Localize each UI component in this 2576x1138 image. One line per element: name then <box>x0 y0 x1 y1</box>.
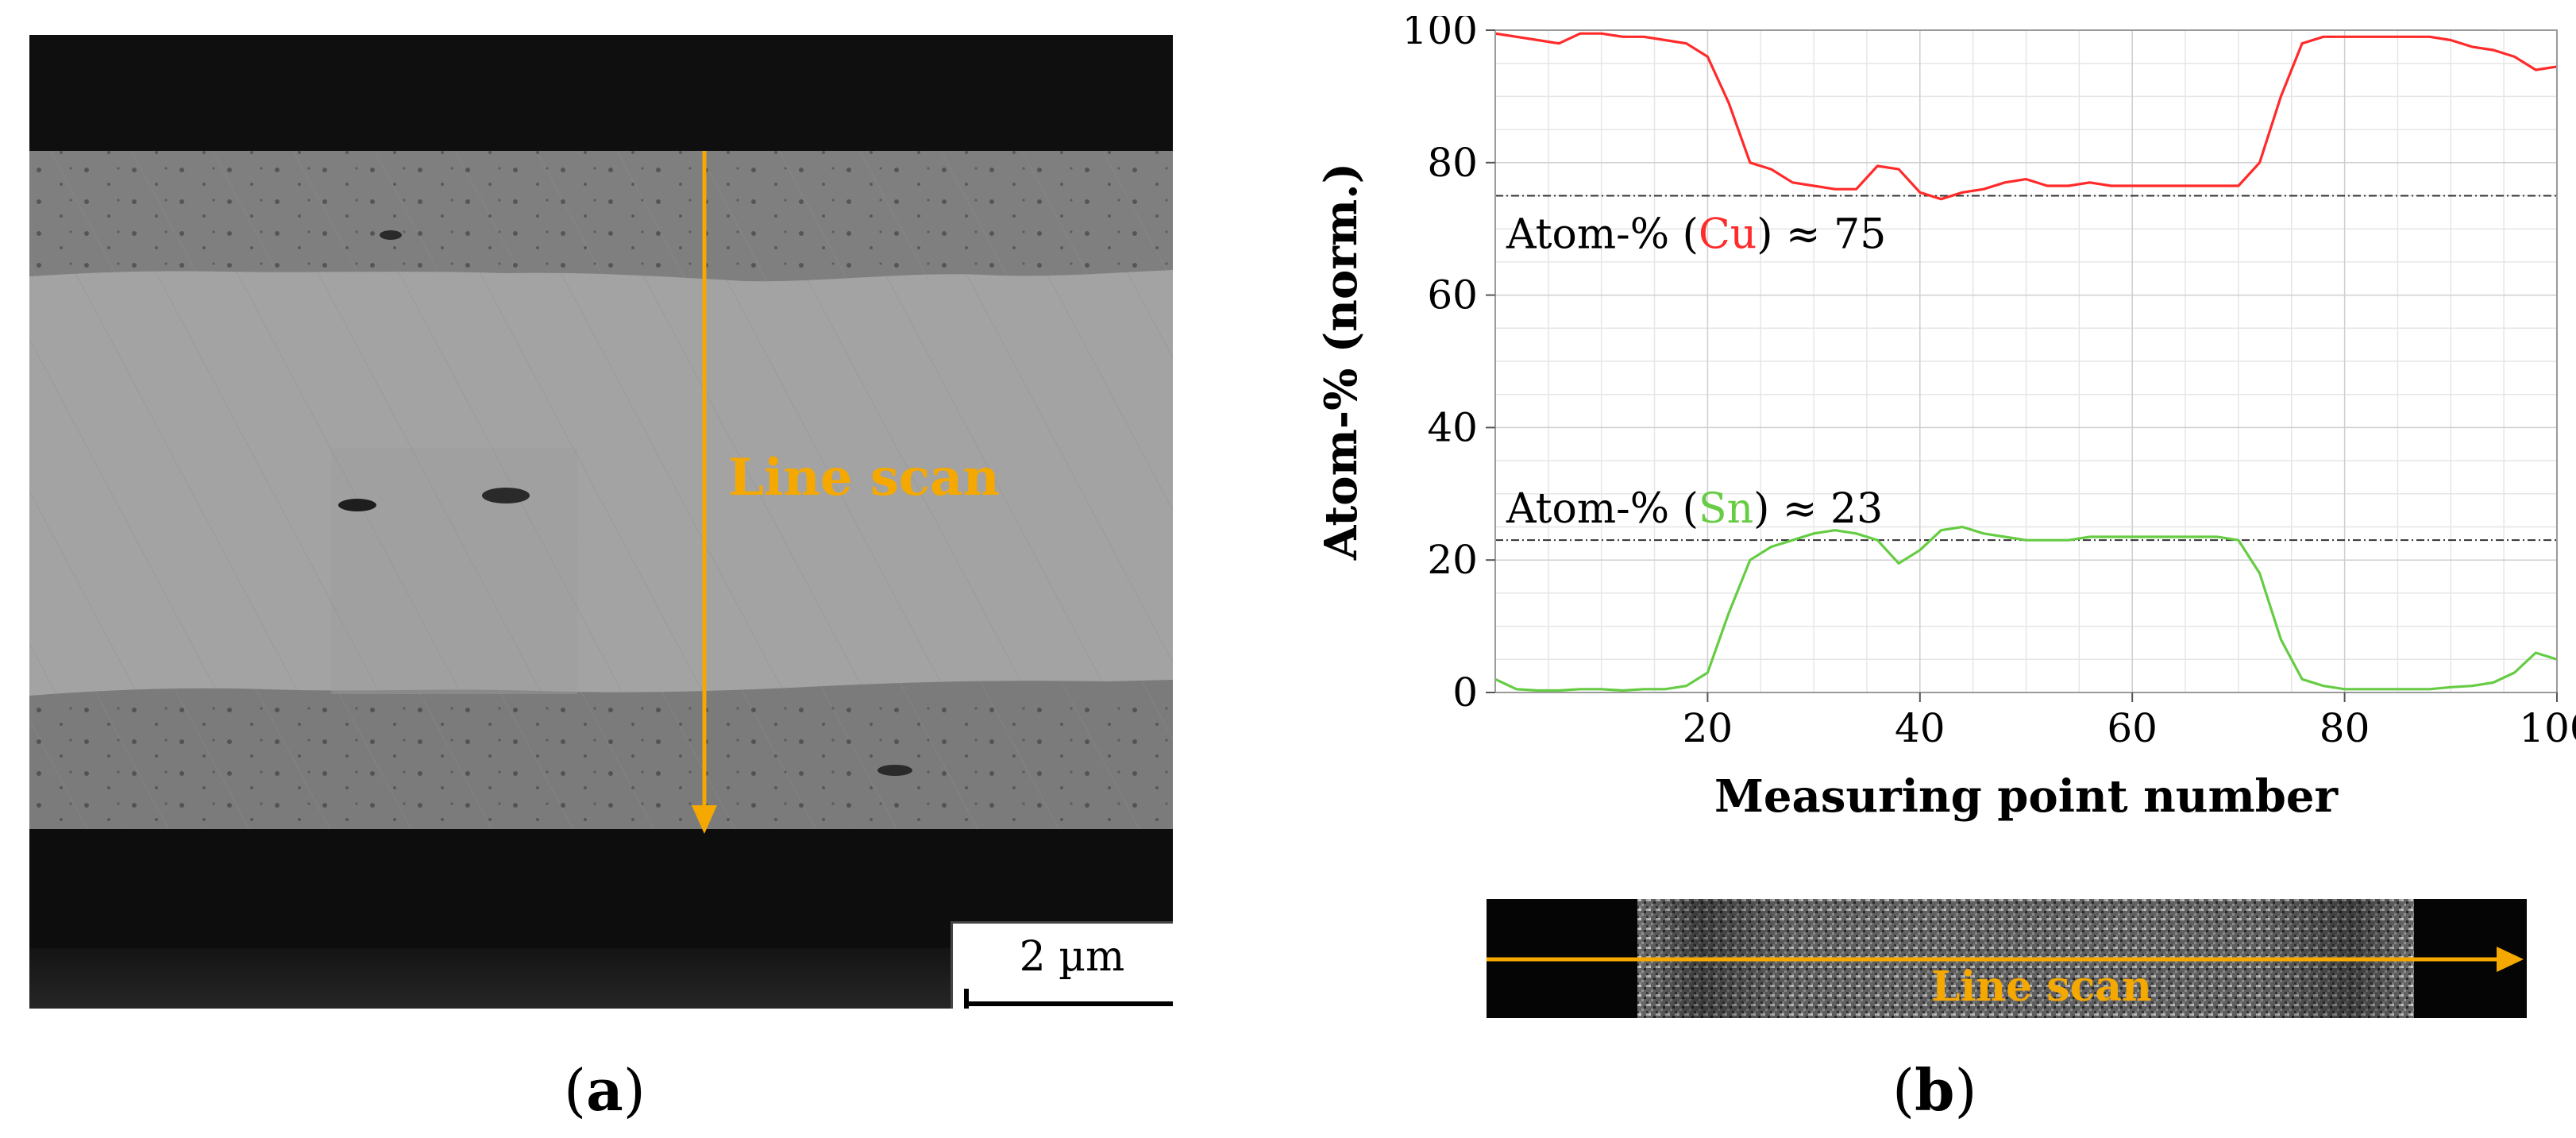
annotation-suffix: ) ≈ 23 <box>1753 485 1883 533</box>
y-tick-label: 20 <box>1427 537 1478 583</box>
y-tick-label: 100 <box>1402 16 1478 53</box>
annotation-prefix: Atom-% ( <box>1506 211 1699 259</box>
x-tick-label: 80 <box>2320 705 2370 751</box>
panel-a-caption: (a) <box>564 1056 646 1124</box>
annotation-cu: Atom-% (Cu) ≈ 75 <box>1506 211 1886 259</box>
x-axis-label: Measuring point number <box>1714 770 2339 823</box>
series-lines <box>1494 32 2558 692</box>
plot-frame <box>1494 29 2558 693</box>
annotation-prefix: Atom-% ( <box>1506 485 1699 533</box>
annotation-suffix: ) ≈ 75 <box>1757 211 1886 259</box>
line-scan-label: Line scan <box>728 448 1000 507</box>
annotation-sn: Atom-% (Sn) ≈ 23 <box>1506 485 1883 533</box>
y-tick-label: 60 <box>1427 272 1478 318</box>
series-line-cu <box>1494 32 2558 201</box>
series-line-sn <box>1494 525 2558 692</box>
panel-b-caption: (b) <box>1892 1056 1977 1124</box>
strip-arrow-head <box>2497 947 2524 972</box>
line-scan-chart: 20 40 60 80 100 0 20 40 60 80 100 Measuring point… <box>1286 7 2576 874</box>
annotation-element: Cu <box>1699 211 1757 259</box>
y-tick-labels: 0 20 40 60 80 100 <box>1402 7 1495 716</box>
x-tick-label: 20 <box>1683 705 1733 751</box>
x-tick-labels: 20 40 60 80 100 <box>1683 692 2576 751</box>
line-scan-arrow-head <box>692 805 717 834</box>
x-tick-label: 100 <box>2519 705 2576 751</box>
y-tick-label: 0 <box>1452 669 1478 716</box>
strip-line-scan-label: Line scan <box>1931 962 2152 1011</box>
x-tick-label: 40 <box>1895 705 1945 751</box>
scale-bar-label: 2 µm <box>1019 933 1125 981</box>
x-tick-label: 60 <box>2107 705 2158 751</box>
chart-grid-minor <box>1495 30 2557 692</box>
scale-bar: 2 µm <box>951 921 1173 1009</box>
annotation-element: Sn <box>1699 485 1753 533</box>
sem-cross-section-image: Line scan 2 µm <box>29 35 1173 1009</box>
y-tick-label: 80 <box>1427 140 1478 186</box>
edx-line-scan-strip: Line scan <box>1487 899 2527 1018</box>
y-axis-label: Atom-% (norm.) <box>1315 163 1367 561</box>
y-tick-label: 40 <box>1427 404 1478 450</box>
